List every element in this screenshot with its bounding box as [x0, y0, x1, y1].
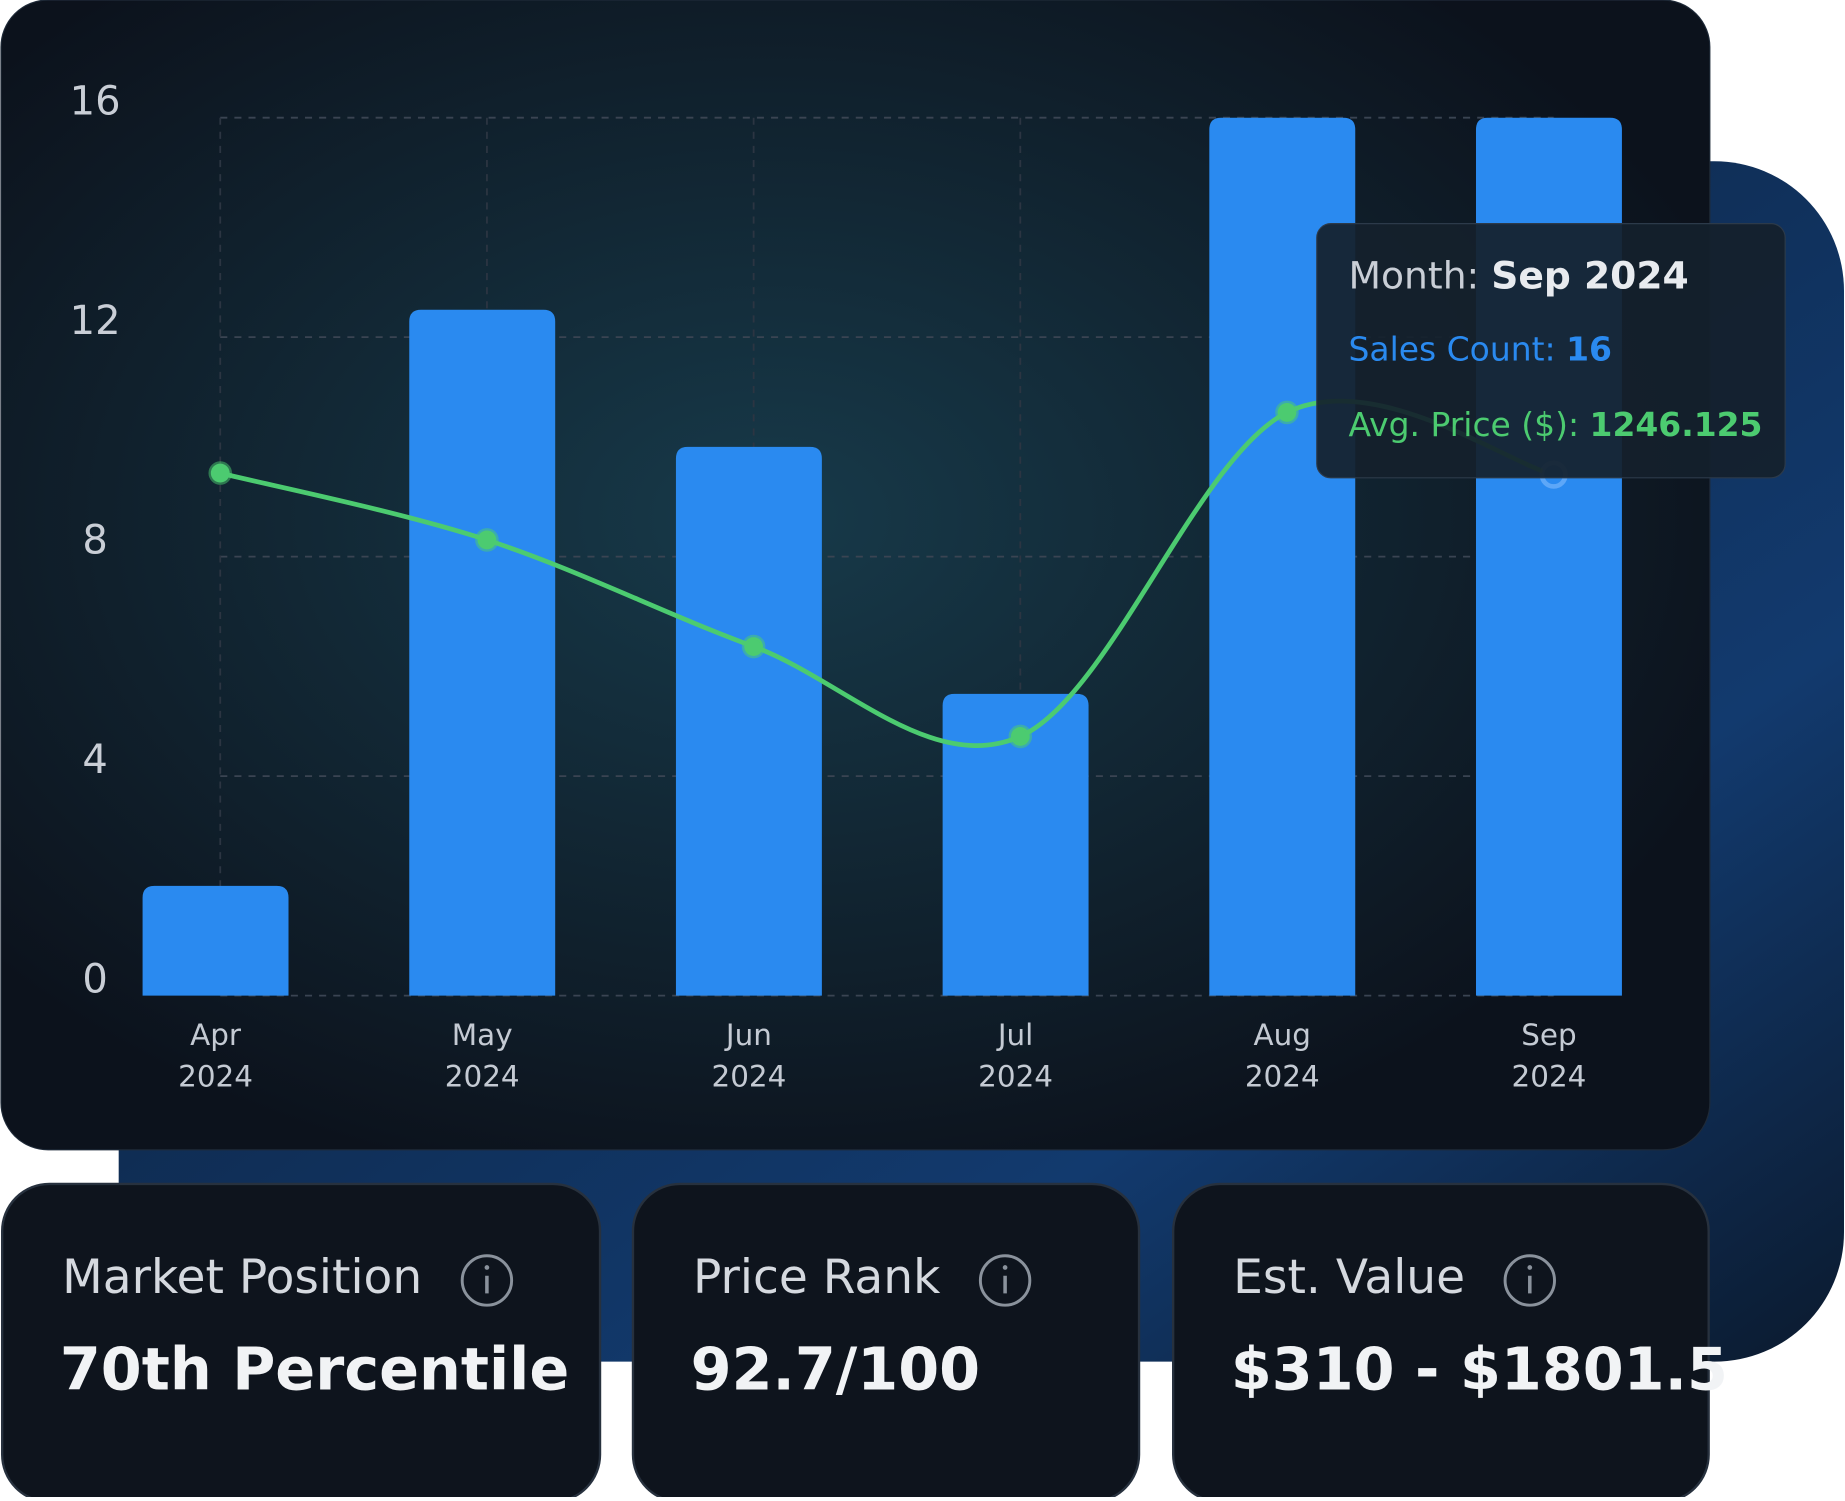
bar — [409, 309, 556, 996]
card-value: 92.7/100 — [691, 1335, 980, 1404]
card-title: Price Rank — [693, 1250, 941, 1305]
x-tick-label-box: May 2024 — [444, 1018, 520, 1094]
x-tick-label-box: Jun 2024 — [711, 1018, 787, 1094]
line-point — [208, 461, 233, 485]
tooltip-value: 16 — [1566, 329, 1612, 368]
line-point — [1275, 400, 1299, 425]
info-icon[interactable] — [978, 1254, 1032, 1307]
info-icon-dot — [484, 1265, 490, 1270]
x-tick-label-box: Jul 2024 — [978, 1018, 1054, 1094]
card-value: 70th Percentile — [60, 1335, 569, 1404]
tooltip-row: Month: Sep 2024 — [1349, 253, 1689, 297]
x-tick-label: Aug 2024 — [1244, 1018, 1320, 1094]
bar — [142, 885, 289, 996]
line-point — [741, 634, 766, 659]
info-icon-dot — [1002, 1265, 1008, 1270]
x-tick-label: May 2024 — [444, 1018, 520, 1094]
tooltip-label: Sales Count: — [1349, 329, 1556, 368]
x-tick-label: Sep 2024 — [1511, 1018, 1587, 1094]
y-tick-label: 8 — [82, 518, 107, 564]
x-tick-label: Jul 2024 — [978, 1018, 1054, 1094]
y-tick-label: 12 — [70, 298, 121, 344]
card-box — [1172, 1182, 1710, 1501]
card-title: Market Position — [62, 1250, 422, 1305]
card-title: Est. Value — [1233, 1250, 1465, 1305]
info-icon-dot — [1527, 1265, 1533, 1270]
card: Market Position 70th Percentile — [1, 1182, 602, 1501]
bar — [942, 693, 1089, 996]
x-tick-label-box: Aug 2024 — [1244, 1018, 1320, 1094]
tooltip: Month: Sep 2024 Sales Count: 16 Avg. Pri… — [1316, 223, 1786, 479]
tooltip-value: Sep 2024 — [1491, 253, 1689, 297]
tooltip-value: 1246.125 — [1590, 405, 1763, 444]
card: Price Rank 92.7/100 — [631, 1182, 1141, 1501]
x-tick-label: Jun 2024 — [711, 1018, 787, 1094]
tooltip-label: Month: — [1349, 253, 1480, 297]
y-tick-label: 0 — [82, 957, 107, 1003]
info-icon[interactable] — [460, 1254, 514, 1307]
x-tick-label-box: Sep 2024 — [1511, 1018, 1587, 1094]
line-point — [1008, 724, 1033, 749]
bar — [675, 446, 822, 996]
y-tick-label: 4 — [82, 737, 107, 783]
y-tick-label: 16 — [70, 79, 121, 125]
card: Est. Value $310 - $1801.5 — [1172, 1182, 1728, 1501]
tooltip-row: Sales Count: 16 — [1349, 329, 1612, 368]
x-tick-label-box: Apr 2024 — [178, 1018, 253, 1094]
tooltip-box — [1316, 223, 1786, 479]
tooltip-row: Avg. Price ($): 1246.125 — [1349, 405, 1763, 444]
tooltip-label: Avg. Price ($): — [1349, 405, 1580, 444]
card-box — [631, 1182, 1141, 1501]
info-icon[interactable] — [1503, 1254, 1556, 1307]
card-value: $310 - $1801.5 — [1231, 1335, 1728, 1404]
x-tick-label: Apr 2024 — [178, 1018, 253, 1094]
card-box — [1, 1182, 602, 1501]
line-point — [475, 528, 499, 552]
